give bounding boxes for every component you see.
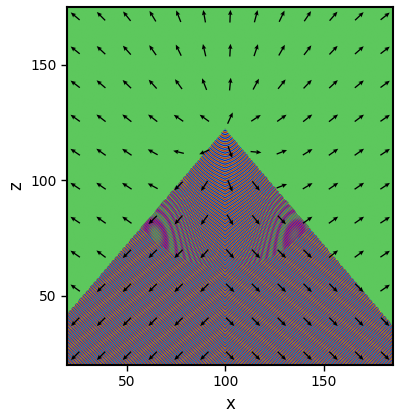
Y-axis label: z: z: [7, 181, 25, 190]
X-axis label: x: x: [225, 395, 235, 413]
